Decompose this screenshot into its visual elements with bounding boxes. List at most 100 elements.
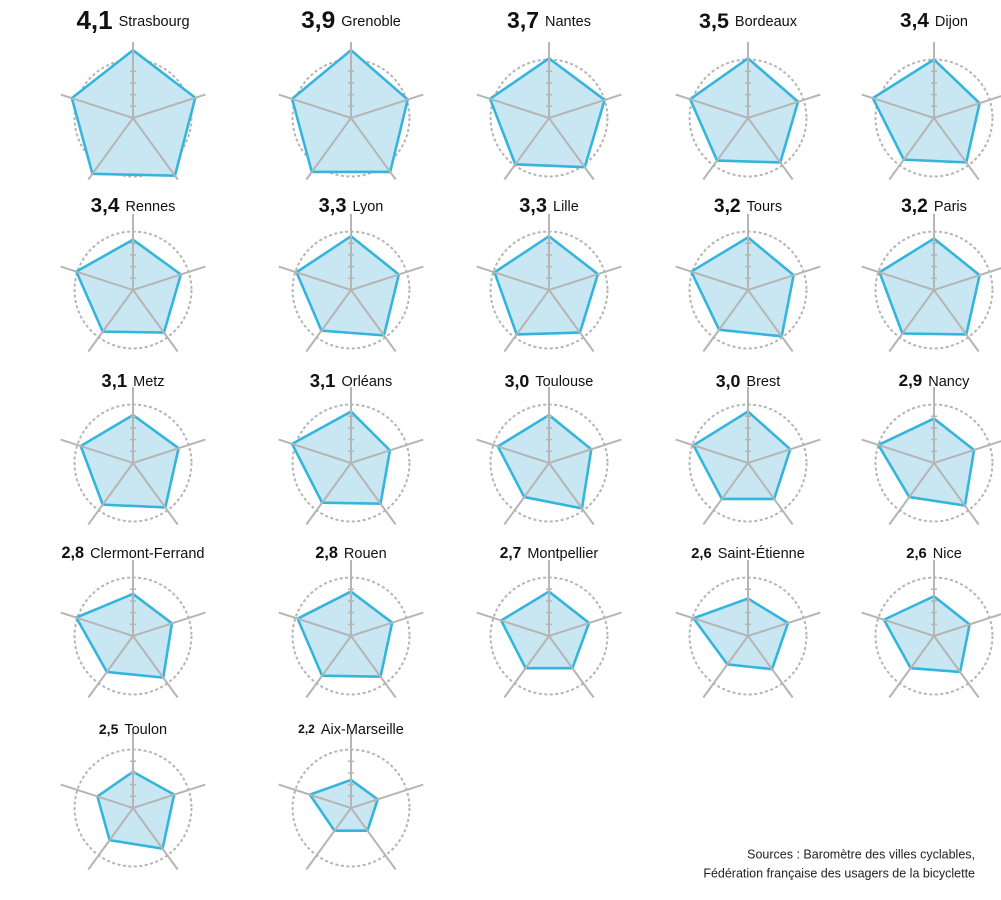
radar-chart: 2,8 Clermont-Ferrand	[60, 544, 206, 699]
city-name: Nantes	[545, 14, 591, 30]
spoke	[305, 807, 352, 871]
spoke	[278, 93, 352, 119]
radar-chart: 3,3 Lyon	[278, 195, 424, 353]
spoke	[132, 635, 179, 699]
score: 3,2	[714, 196, 741, 217]
chart-title: 2,6 Saint-Étienne	[691, 545, 805, 562]
spoke	[305, 117, 352, 181]
score: 2,5	[99, 721, 119, 737]
radar-area	[689, 235, 796, 338]
spoke	[747, 611, 821, 637]
spoke	[702, 462, 749, 526]
radar-area	[488, 56, 607, 169]
city-name: Nice	[933, 546, 962, 562]
spoke	[132, 289, 179, 353]
radar-area	[492, 234, 600, 336]
spoke	[132, 438, 206, 464]
spoke	[132, 462, 179, 526]
spoke	[747, 289, 794, 353]
score: 2,8	[61, 544, 84, 562]
city-name: Lyon	[352, 199, 383, 215]
spoke	[350, 265, 424, 291]
chart-title: 3,3 Lyon	[319, 195, 384, 217]
spoke	[548, 462, 595, 526]
spoke	[350, 438, 424, 464]
spoke	[675, 611, 749, 637]
spoke	[60, 93, 134, 119]
city-name: Rennes	[125, 199, 175, 215]
radar-chart: 3,1 Metz	[60, 370, 206, 526]
radar-area	[688, 56, 800, 164]
spoke	[747, 462, 794, 526]
spoke	[747, 438, 821, 464]
chart-title: 2,2 Aix-Marseille	[298, 722, 404, 738]
spoke	[933, 95, 1001, 119]
city-name: Montpellier	[527, 546, 598, 562]
spoke	[132, 93, 206, 119]
spoke	[350, 783, 424, 809]
score: 3,4	[900, 9, 929, 32]
spoke	[305, 462, 352, 526]
city-name: Lille	[553, 199, 579, 215]
spoke	[132, 611, 206, 637]
spoke	[548, 265, 622, 291]
spoke	[675, 438, 749, 464]
city-name: Paris	[934, 199, 967, 215]
spoke	[132, 783, 206, 809]
spoke	[888, 289, 935, 353]
spoke	[503, 462, 550, 526]
spoke	[476, 611, 550, 637]
spoke	[888, 635, 935, 699]
score: 3,1	[101, 370, 127, 391]
spoke	[933, 289, 980, 353]
spoke	[548, 117, 595, 181]
chart-title: 2,6 Nice	[906, 546, 962, 562]
city-name: Brest	[746, 374, 780, 390]
spoke	[60, 265, 134, 291]
radar-chart: 3,0 Brest	[675, 371, 821, 526]
spoke	[933, 117, 980, 181]
chart-title: 3,5 Bordeaux	[699, 9, 798, 33]
radar-area	[290, 409, 392, 505]
radar-area	[290, 48, 410, 174]
spoke	[861, 438, 935, 464]
spoke	[702, 117, 749, 181]
spoke	[278, 783, 352, 809]
chart-title: 3,4 Dijon	[900, 9, 968, 32]
radar-chart: 3,3 Lille	[476, 195, 622, 353]
chart-title: 3,3 Lille	[519, 195, 579, 217]
chart-title: 3,0 Toulouse	[505, 371, 594, 391]
spoke	[548, 635, 595, 699]
radar-area	[294, 234, 401, 337]
radar-area	[74, 238, 183, 334]
score: 4,1	[76, 5, 112, 35]
spoke	[548, 289, 595, 353]
score: 2,2	[298, 722, 315, 736]
score: 2,9	[899, 371, 923, 390]
city-name: Metz	[133, 374, 164, 390]
radar-chart: 2,2 Aix-Marseille	[278, 722, 424, 871]
source-line: Sources : Baromètre des villes cyclables…	[747, 847, 975, 861]
spoke	[278, 438, 352, 464]
chart-title: 3,0 Brest	[716, 371, 781, 391]
spoke	[548, 611, 622, 637]
spoke	[888, 462, 935, 526]
score: 3,0	[716, 371, 741, 391]
spoke	[747, 635, 794, 699]
spoke	[132, 117, 179, 181]
score: 3,7	[507, 7, 539, 33]
spoke	[675, 265, 749, 291]
radar-chart: 3,4 Rennes	[60, 194, 206, 353]
spoke	[861, 265, 935, 291]
city-name: Dijon	[935, 14, 968, 30]
spoke	[350, 93, 424, 119]
radar-chart: 3,2 Paris	[861, 196, 1001, 353]
spoke	[933, 462, 980, 526]
radar-chart: 3,1 Orléans	[278, 370, 424, 526]
spoke	[861, 611, 935, 637]
spoke	[503, 289, 550, 353]
score: 3,1	[310, 370, 336, 391]
score: 3,0	[505, 371, 530, 391]
spoke	[548, 93, 622, 119]
